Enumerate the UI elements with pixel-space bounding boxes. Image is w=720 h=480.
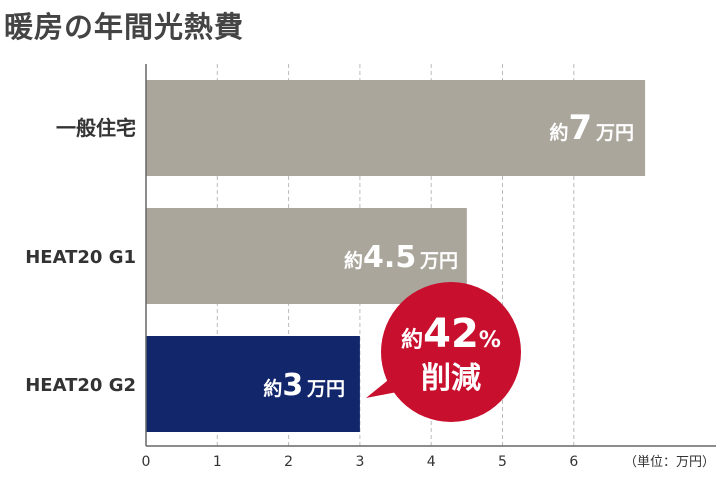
category-label: HEAT20 G2 — [25, 375, 136, 396]
category-labels: 一般住宅 HEAT20 G1 HEAT20 G2 — [25, 116, 136, 396]
callout-percent: 約42% — [401, 311, 501, 357]
bar-value-label: 約7 万円 — [550, 108, 634, 148]
x-tick-label: 1 — [213, 454, 222, 470]
unit-label: （単位：万円） — [624, 454, 715, 470]
x-tick-label: 0 — [142, 454, 151, 470]
bars — [146, 80, 646, 432]
bar — [146, 208, 467, 304]
callout-reduction-label: 削減 — [421, 361, 481, 396]
x-tick-label: 5 — [498, 454, 507, 470]
x-tick-label: 3 — [355, 454, 364, 470]
reduction-callout: 約42% 削減 — [366, 282, 521, 422]
x-tick-label: 4 — [427, 454, 436, 470]
x-tick-label: 6 — [569, 454, 578, 470]
callout-circle — [381, 282, 521, 422]
bar — [146, 80, 646, 176]
bar — [146, 336, 360, 432]
x-tick-label: 2 — [284, 454, 293, 470]
bar-value-label: 約4.5 万円 — [344, 240, 458, 275]
category-label: HEAT20 G1 — [25, 247, 136, 268]
axes — [145, 64, 716, 447]
category-label: 一般住宅 — [56, 116, 136, 140]
chart-title: 暖房の年間光熱費 — [4, 10, 245, 44]
bar-value-label: 約3 万円 — [263, 368, 345, 403]
x-ticks: 0 1 2 3 4 5 6 — [142, 454, 579, 470]
